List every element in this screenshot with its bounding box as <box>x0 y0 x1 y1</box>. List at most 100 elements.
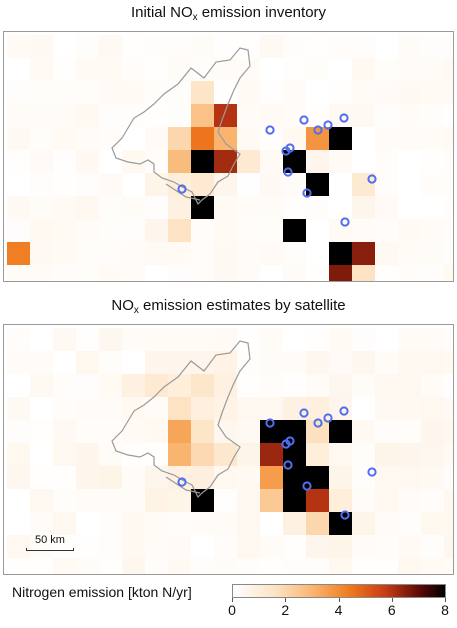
emission-cell <box>145 374 168 397</box>
emission-cell <box>191 242 214 265</box>
emission-cell <box>168 81 191 104</box>
emission-cell <box>122 58 145 81</box>
emission-cell <box>283 242 306 265</box>
emission-cell <box>398 374 421 397</box>
emission-cell <box>168 196 191 219</box>
emission-cell <box>444 535 453 558</box>
emission-cell <box>444 81 453 104</box>
emission-cell <box>237 35 260 58</box>
power-plant-marker <box>177 477 187 487</box>
emission-cell <box>191 104 214 127</box>
emission-cell <box>329 374 352 397</box>
emission-cell <box>122 443 145 466</box>
emission-cell <box>7 242 30 265</box>
city-boundary-outline <box>111 340 251 499</box>
emission-cell <box>352 219 375 242</box>
emission-cell <box>398 466 421 489</box>
emission-cell <box>191 443 214 466</box>
emission-cell <box>76 196 99 219</box>
emission-cell <box>398 535 421 558</box>
emission-cell <box>352 558 375 574</box>
power-plant-marker <box>283 167 293 177</box>
emission-cell <box>53 512 76 535</box>
emission-cell <box>352 489 375 512</box>
emission-cell <box>237 535 260 558</box>
emission-cell <box>214 242 237 265</box>
emission-cell <box>191 81 214 104</box>
emission-cell <box>53 81 76 104</box>
title-text-rest: emission estimates by satellite <box>138 297 346 314</box>
emission-cell <box>53 219 76 242</box>
emission-cell <box>375 81 398 104</box>
emission-cell <box>214 535 237 558</box>
emission-cell <box>306 397 329 420</box>
emission-cell <box>168 104 191 127</box>
emission-cell <box>214 219 237 242</box>
emission-cell <box>76 397 99 420</box>
emission-cell <box>214 397 237 420</box>
emission-cell <box>30 242 53 265</box>
emission-cell <box>99 466 122 489</box>
power-plant-marker <box>339 113 349 123</box>
emission-cell <box>145 58 168 81</box>
emission-cell <box>168 443 191 466</box>
emission-cell <box>214 265 237 281</box>
scalebar-line <box>26 548 74 551</box>
emission-cell <box>329 328 352 351</box>
emission-cell <box>145 127 168 150</box>
emission-cell <box>76 150 99 173</box>
emission-cell <box>306 173 329 196</box>
emission-cell <box>30 35 53 58</box>
emission-cell <box>99 104 122 127</box>
colorbar-tick <box>285 598 287 602</box>
emission-cell <box>260 328 283 351</box>
emission-cell <box>191 374 214 397</box>
emission-cell <box>145 466 168 489</box>
emission-cell <box>30 173 53 196</box>
emission-cell <box>283 443 306 466</box>
emission-cell <box>191 219 214 242</box>
emission-cell <box>122 265 145 281</box>
emission-cell <box>53 558 76 574</box>
emission-cell <box>329 150 352 173</box>
emission-cell <box>260 81 283 104</box>
emission-cell <box>398 104 421 127</box>
emission-cell <box>398 328 421 351</box>
emission-cell <box>444 489 453 512</box>
emission-cell <box>191 35 214 58</box>
emission-cell <box>237 150 260 173</box>
emission-cell <box>7 196 30 219</box>
emission-cell <box>191 397 214 420</box>
emission-cell <box>53 150 76 173</box>
power-plant-marker <box>367 467 377 477</box>
emission-cell <box>237 242 260 265</box>
emission-cell <box>145 173 168 196</box>
emission-cell <box>7 219 30 242</box>
emission-cell <box>7 443 30 466</box>
emission-cell <box>237 512 260 535</box>
colorbar-ticks: 0 2 4 6 8 <box>228 598 449 626</box>
emission-cell <box>168 127 191 150</box>
emission-cell <box>214 58 237 81</box>
emission-cell <box>306 558 329 574</box>
emission-cell <box>7 81 30 104</box>
emission-cell <box>283 58 306 81</box>
emission-cell <box>444 58 453 81</box>
emission-cell <box>444 443 453 466</box>
emission-cell <box>76 374 99 397</box>
emission-cell <box>352 173 375 196</box>
emission-cell <box>122 466 145 489</box>
emission-cell <box>352 328 375 351</box>
emission-cell <box>306 127 329 150</box>
emission-cell <box>30 58 53 81</box>
emission-cell <box>260 127 283 150</box>
emission-cell <box>214 558 237 574</box>
emission-cell <box>53 374 76 397</box>
emission-cell <box>375 219 398 242</box>
emission-cell <box>30 558 53 574</box>
emission-cell <box>122 81 145 104</box>
emission-cell <box>398 512 421 535</box>
emission-cell <box>122 196 145 219</box>
emission-cell <box>444 558 453 574</box>
emission-cell <box>7 397 30 420</box>
